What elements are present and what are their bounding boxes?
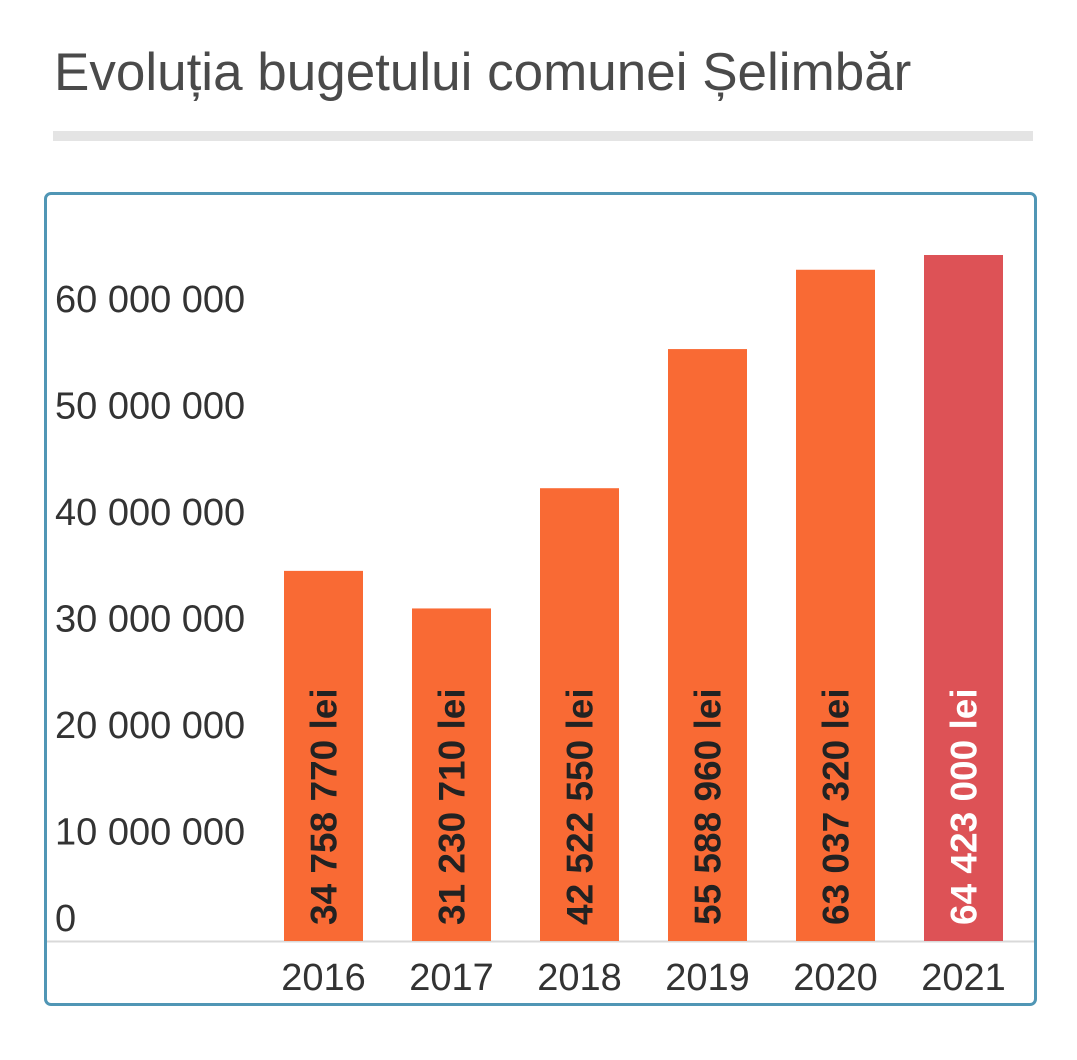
x-tick-label-2016: 2016 [281, 957, 366, 999]
title-divider [53, 131, 1033, 141]
data-label-2016: 34 758 770 lei [304, 688, 345, 925]
data-label-2017: 31 230 710 lei [432, 688, 473, 925]
data-label-2020: 63 037 320 lei [816, 688, 857, 925]
bars: 34 758 770 lei 31 230 710 lei 42 522 550 l… [284, 255, 1003, 941]
x-tick-label-2021: 2021 [921, 957, 1006, 999]
data-label-2021: 64 423 000 lei [944, 688, 985, 925]
x-tick-label-2018: 2018 [537, 957, 622, 999]
bar-2020 [796, 269, 875, 941]
y-tick-label: 20 000 000 [55, 705, 245, 747]
y-tick-label: 60 000 000 [55, 279, 245, 321]
bar-2021 [924, 255, 1003, 941]
y-tick-label: 30 000 000 [55, 599, 245, 641]
bar-2018 [540, 488, 619, 941]
y-tick-label: 50 000 000 [55, 386, 245, 428]
bar-2016 [284, 570, 363, 941]
data-label-2019: 55 588 960 lei [688, 688, 729, 925]
x-tick-label-2017: 2017 [409, 957, 494, 999]
y-tick-label: 10 000 000 [55, 812, 245, 854]
y-tick-label: 0 [55, 898, 76, 940]
data-label-2018: 42 522 550 lei [560, 688, 601, 925]
bar-2017 [412, 608, 491, 941]
x-tick-label-2020: 2020 [793, 957, 878, 999]
bar-chart: 0 10 000 000 20 000 000 30 000 000 40 000 00… [47, 255, 1034, 999]
chart-card: 0 10 000 000 20 000 000 30 000 000 40 000 00… [44, 192, 1037, 1006]
page-title: Evoluția bugetului comunei Șelimbăr [54, 43, 912, 102]
y-axis: 0 10 000 000 20 000 000 30 000 000 40 000 00… [47, 279, 1034, 943]
x-axis: 2016 2017 2018 2019 2020 2021 [281, 957, 1006, 999]
x-tick-label-2019: 2019 [665, 957, 750, 999]
bar-2019 [668, 349, 747, 941]
y-tick-label: 40 000 000 [55, 492, 245, 534]
